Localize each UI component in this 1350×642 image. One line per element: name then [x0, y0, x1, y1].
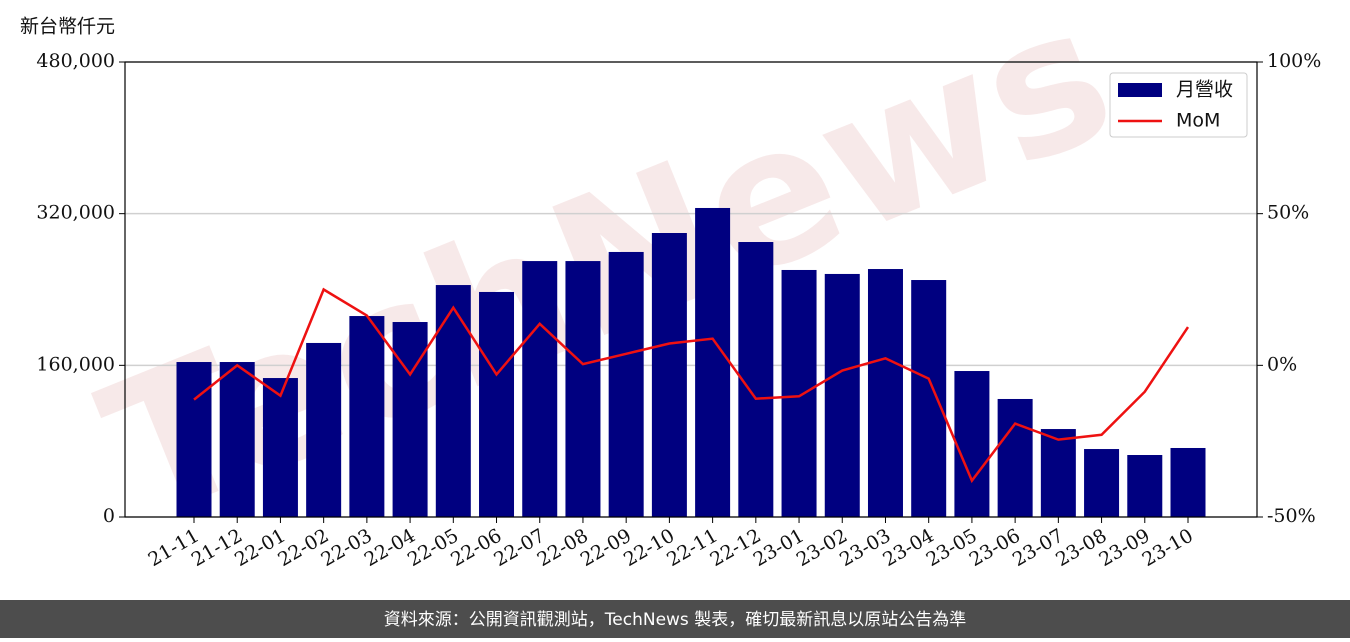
x-tick-label: 23-10	[1139, 525, 1197, 571]
y-tick-label: 160,000	[36, 353, 115, 375]
legend-swatch	[1118, 83, 1162, 97]
bar	[1084, 449, 1120, 517]
footer-bar	[0, 600, 1350, 638]
bar	[392, 322, 428, 517]
legend-label: MoM	[1176, 110, 1220, 132]
bar	[738, 242, 774, 517]
bar	[651, 233, 687, 518]
bar	[824, 273, 860, 517]
bar	[867, 269, 903, 517]
bar	[219, 362, 255, 517]
bar	[997, 398, 1033, 517]
bar	[781, 269, 817, 517]
bar	[1127, 455, 1163, 517]
bar	[1170, 447, 1206, 517]
plot-frame	[124, 61, 1258, 518]
bar	[565, 261, 601, 517]
bar	[306, 342, 342, 517]
bar	[911, 280, 947, 517]
bar	[608, 251, 644, 517]
bar	[176, 362, 212, 517]
y2-tick-label: 100%	[1267, 50, 1321, 72]
y-axis-unit: 新台幣仟元	[20, 16, 115, 38]
bar	[262, 378, 298, 517]
bar	[695, 207, 731, 517]
bar	[522, 261, 558, 517]
bar	[349, 316, 385, 517]
y-tick-label: 320,000	[36, 202, 115, 224]
bar	[479, 291, 515, 517]
y2-tick-label: 50%	[1267, 202, 1309, 224]
bar	[954, 371, 990, 517]
line	[193, 287, 1190, 484]
footer-text: 資料來源：公開資訊觀測站，TechNews 製表，確切最新訊息以原站公告為準	[384, 610, 966, 630]
y-tick-label: 480,000	[36, 50, 115, 72]
bar	[435, 285, 471, 517]
y2-tick-label: 0%	[1267, 353, 1297, 375]
legend-label: 月營收	[1176, 79, 1233, 101]
y2-tick-label: -50%	[1267, 505, 1316, 527]
y-tick-label: 0	[103, 505, 115, 527]
bar	[1040, 429, 1076, 517]
